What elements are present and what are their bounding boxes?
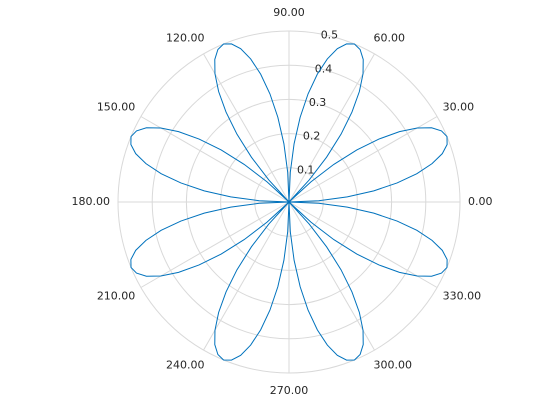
theta-tick-label: 270.00 bbox=[270, 384, 309, 397]
r-tick-label: 0.1 bbox=[297, 163, 315, 176]
grid-spoke bbox=[203, 201, 290, 351]
theta-tick-label: 150.00 bbox=[97, 101, 136, 114]
theta-tick-label: 330.00 bbox=[443, 290, 482, 303]
r-tick-label: 0.5 bbox=[321, 29, 339, 42]
grid-spoke bbox=[140, 116, 290, 203]
theta-tick-label: 300.00 bbox=[374, 359, 413, 372]
theta-tick-label: 240.00 bbox=[166, 359, 205, 372]
data-line bbox=[130, 43, 448, 361]
theta-tick-label: 180.00 bbox=[72, 195, 111, 208]
r-tick-label: 0.3 bbox=[309, 96, 327, 109]
grid-spoke bbox=[288, 53, 375, 203]
grid-spoke bbox=[288, 116, 438, 203]
theta-tick-label: 0.00 bbox=[468, 195, 493, 208]
grid-spoke bbox=[288, 201, 375, 351]
grid-spoke bbox=[203, 53, 290, 203]
grid-spoke bbox=[288, 201, 438, 288]
theta-tick-label: 120.00 bbox=[166, 31, 205, 44]
theta-tick-label: 30.00 bbox=[443, 101, 475, 114]
theta-tick-label: 90.00 bbox=[273, 6, 305, 19]
theta-tick-label: 210.00 bbox=[97, 290, 136, 303]
theta-tick-label: 60.00 bbox=[374, 31, 406, 44]
grid-spoke bbox=[140, 201, 290, 288]
r-tick-label: 0.2 bbox=[303, 130, 321, 143]
